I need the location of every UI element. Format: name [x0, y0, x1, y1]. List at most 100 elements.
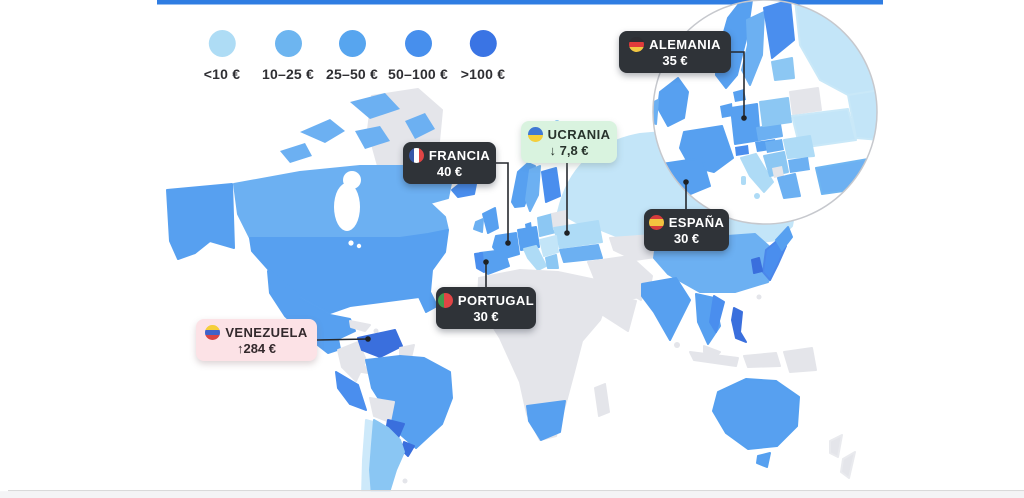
legend-dot-2	[274, 30, 302, 57]
inset-italy	[740, 153, 774, 193]
country-usa	[249, 229, 449, 314]
country-peru	[335, 371, 367, 411]
new-guinea	[783, 347, 817, 373]
country-cuba	[349, 320, 371, 332]
country-madagascar	[594, 383, 610, 417]
legend-label-3: 25–50 €	[325, 66, 379, 82]
callout-francia: FRANCIA 40 €	[403, 142, 496, 184]
france-flag-icon	[408, 148, 424, 163]
callout-espana: ESPAÑA 30 €	[644, 209, 729, 251]
country-ukraine-main	[553, 220, 603, 249]
inset-benelux	[720, 103, 733, 118]
marker-dot-venezuela	[365, 336, 371, 342]
callout-country: ESPAÑA	[668, 215, 725, 230]
connector-alemania	[731, 51, 745, 118]
world-map	[166, 88, 856, 497]
bottom-divider	[8, 490, 1024, 492]
legend-dot-3	[338, 30, 366, 57]
country-indonesia	[689, 351, 739, 367]
legend-label-1: <10 €	[203, 66, 241, 82]
callout-value: 30 €	[473, 309, 499, 324]
country-bolivia	[369, 397, 395, 423]
callout-ucrania: UCRANIA ↓ 7,8 €	[521, 121, 617, 163]
legend-dot-5	[469, 30, 497, 57]
country-alaska	[166, 183, 235, 260]
callout-value: 30 €	[673, 231, 700, 246]
inset-denmark	[733, 89, 746, 102]
country-new-zealand	[829, 434, 843, 458]
marker-dot-francia	[505, 240, 511, 246]
inset-romania	[783, 135, 815, 159]
ukraine-flag-icon	[527, 127, 543, 142]
legend-item-1: <10 €	[204, 30, 240, 82]
marker-dot-espana	[683, 179, 689, 185]
region-south-america	[335, 329, 453, 497]
country-uk	[482, 207, 499, 234]
callout-value: 40 €	[436, 164, 463, 179]
inset-bulgaria	[788, 157, 810, 173]
legend-label-5: >100 €	[460, 66, 506, 82]
germany-flag-icon	[629, 37, 645, 52]
marker-dots	[365, 115, 747, 342]
country-italy-main	[523, 245, 547, 271]
bottom-strip	[0, 491, 1024, 498]
region-north-america	[166, 88, 453, 374]
inset-finland	[763, 0, 795, 59]
country-portugal-main	[474, 252, 485, 273]
portugal-flag-icon	[437, 293, 453, 308]
country-sweden	[525, 165, 541, 212]
inset-greece	[777, 173, 801, 199]
country-india	[641, 277, 691, 341]
callout-country: FRANCIA	[428, 148, 491, 163]
country-philippines	[731, 307, 747, 343]
country-finland	[541, 167, 561, 203]
spain-flag-icon	[648, 215, 664, 230]
region-oceania	[712, 378, 856, 479]
legend-item-2: 10–25 €	[262, 30, 314, 82]
marker-dot-ucrania	[564, 230, 570, 236]
inset-czech-slovakia	[756, 123, 783, 141]
top-accent-bar	[157, 0, 883, 5]
country-mexico	[267, 270, 356, 354]
callout-portugal: PORTUGAL 30 €	[436, 287, 536, 329]
marker-dot-portugal	[483, 259, 489, 265]
country-korea	[751, 257, 763, 274]
legend-item-5: >100 €	[461, 30, 505, 82]
venezuela-flag-icon	[205, 325, 221, 340]
connector-francia	[496, 162, 509, 243]
country-germany-main	[517, 226, 540, 251]
inset-germany	[730, 103, 761, 145]
callout-value: ↓ 7,8 €	[549, 143, 589, 158]
inset-switzerland	[735, 145, 749, 156]
legend-label-2: 10–25 €	[261, 66, 315, 82]
country-vietnam	[709, 295, 725, 333]
region-africa	[477, 255, 653, 441]
inset-baltics	[771, 57, 795, 81]
callout-country: ALEMANIA	[649, 37, 721, 52]
marker-dot-alemania	[741, 115, 747, 121]
inset-ireland	[653, 99, 659, 125]
arctic-islands	[280, 93, 435, 163]
legend-item-4: 50–100 €	[388, 30, 448, 82]
legend-dot-1	[208, 30, 236, 57]
inset-hungary	[765, 139, 784, 153]
country-colombia	[337, 341, 367, 382]
legend-label-4: 50–100 €	[388, 66, 448, 82]
inset-poland	[759, 97, 792, 127]
country-argentina	[369, 419, 405, 497]
callout-country: VENEZUELA	[225, 325, 308, 340]
connector-venezuela	[316, 338, 369, 341]
region-europe-main	[451, 162, 603, 275]
country-south-africa	[526, 400, 566, 441]
callout-country: UCRANIA	[547, 127, 611, 142]
callout-country: PORTUGAL	[457, 293, 535, 308]
country-turkey-main	[559, 244, 603, 263]
inset-belarus	[789, 87, 822, 115]
country-ireland	[473, 218, 484, 233]
callout-connectors	[316, 51, 745, 341]
callout-alemania: ALEMANIA 35 €	[619, 31, 731, 73]
tasmania	[756, 452, 771, 468]
country-australia	[712, 378, 800, 450]
